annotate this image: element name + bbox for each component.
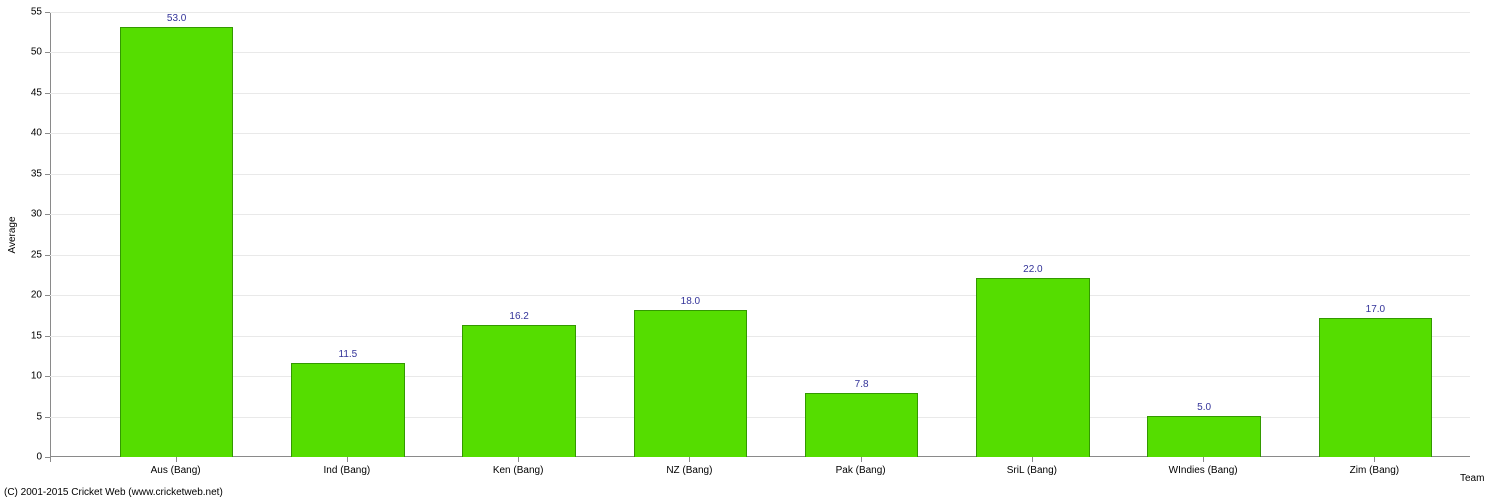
y-tick-label: 55 xyxy=(31,7,42,18)
x-tick-mark xyxy=(50,457,51,462)
y-tick-label: 40 xyxy=(31,128,42,139)
gridline xyxy=(50,214,1470,215)
y-axis-line xyxy=(50,12,51,457)
x-tick-label: Zim (Bang) xyxy=(1350,465,1399,476)
x-tick-mark xyxy=(1374,457,1375,462)
y-tick-label: 10 xyxy=(31,371,42,382)
y-axis-title: Average xyxy=(7,216,18,253)
y-tick-mark xyxy=(45,214,50,215)
x-tick-label: SriL (Bang) xyxy=(1007,465,1057,476)
gridline xyxy=(50,255,1470,256)
gridline xyxy=(50,12,1470,13)
y-tick-label: 0 xyxy=(36,452,42,463)
bar-value-label: 22.0 xyxy=(1023,264,1042,275)
bar: 22.0 xyxy=(976,278,1089,457)
bar-value-label: 17.0 xyxy=(1366,304,1385,315)
y-tick-mark xyxy=(45,93,50,94)
bar: 16.2 xyxy=(462,325,575,457)
y-tick-mark xyxy=(45,295,50,296)
y-tick-mark xyxy=(45,255,50,256)
bar-value-label: 5.0 xyxy=(1197,402,1211,413)
x-tick-label: Aus (Bang) xyxy=(151,465,201,476)
bar: 5.0 xyxy=(1147,416,1260,457)
y-tick-label: 35 xyxy=(31,168,42,179)
x-tick-mark xyxy=(176,457,177,462)
bar-value-label: 11.5 xyxy=(339,349,358,360)
gridline xyxy=(50,174,1470,175)
x-tick-mark xyxy=(689,457,690,462)
x-tick-label: Pak (Bang) xyxy=(836,465,886,476)
bar-value-label: 18.0 xyxy=(681,296,700,307)
copyright-footer: (C) 2001-2015 Cricket Web (www.cricketwe… xyxy=(4,487,223,498)
bar: 17.0 xyxy=(1319,318,1432,457)
y-tick-mark xyxy=(45,336,50,337)
bar: 11.5 xyxy=(291,363,404,457)
x-tick-mark xyxy=(347,457,348,462)
bar-value-label: 16.2 xyxy=(509,311,528,322)
y-tick-mark xyxy=(45,133,50,134)
x-tick-mark xyxy=(861,457,862,462)
y-tick-label: 20 xyxy=(31,290,42,301)
x-tick-label: Ken (Bang) xyxy=(493,465,544,476)
gridline xyxy=(50,376,1470,377)
gridline xyxy=(50,133,1470,134)
x-tick-mark xyxy=(1203,457,1204,462)
x-tick-mark xyxy=(518,457,519,462)
y-tick-mark xyxy=(45,174,50,175)
gridline xyxy=(50,52,1470,53)
y-tick-label: 25 xyxy=(31,249,42,260)
bar-value-label: 7.8 xyxy=(855,379,869,390)
y-tick-label: 30 xyxy=(31,209,42,220)
y-tick-mark xyxy=(45,12,50,13)
y-tick-label: 15 xyxy=(31,330,42,341)
y-tick-label: 45 xyxy=(31,87,42,98)
x-tick-label: Ind (Bang) xyxy=(324,465,371,476)
y-tick-label: 5 xyxy=(36,411,42,422)
bar: 53.0 xyxy=(120,27,233,457)
x-tick-label: WIndies (Bang) xyxy=(1169,465,1238,476)
gridline xyxy=(50,295,1470,296)
x-tick-label: NZ (Bang) xyxy=(666,465,712,476)
y-tick-mark xyxy=(45,52,50,53)
x-tick-mark xyxy=(1032,457,1033,462)
y-tick-mark xyxy=(45,376,50,377)
bar: 7.8 xyxy=(805,393,918,457)
gridline xyxy=(50,336,1470,337)
chart-plot-area: 0510152025303540455055Average53.0Aus (Ba… xyxy=(50,12,1470,457)
y-tick-mark xyxy=(45,417,50,418)
x-axis-title: Team xyxy=(1460,473,1484,484)
y-tick-label: 50 xyxy=(31,47,42,58)
gridline xyxy=(50,93,1470,94)
bar-value-label: 53.0 xyxy=(167,13,186,24)
bar: 18.0 xyxy=(634,310,747,457)
chart-container: 0 5 10 15 20 25 30 35 40 45 50 55 Average 53.0 Aus (Ba… xyxy=(0,0,1500,500)
